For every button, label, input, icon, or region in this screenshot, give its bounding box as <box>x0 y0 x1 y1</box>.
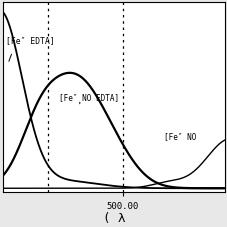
Text: [Fe″ NO: [Fe″ NO <box>163 132 195 141</box>
Text: [Fe″ EDTA]: [Fe″ EDTA] <box>6 37 54 45</box>
Text: [Fe″ NO EDTA]: [Fe″ NO EDTA] <box>58 93 118 102</box>
X-axis label: ( λ: ( λ <box>102 211 125 224</box>
